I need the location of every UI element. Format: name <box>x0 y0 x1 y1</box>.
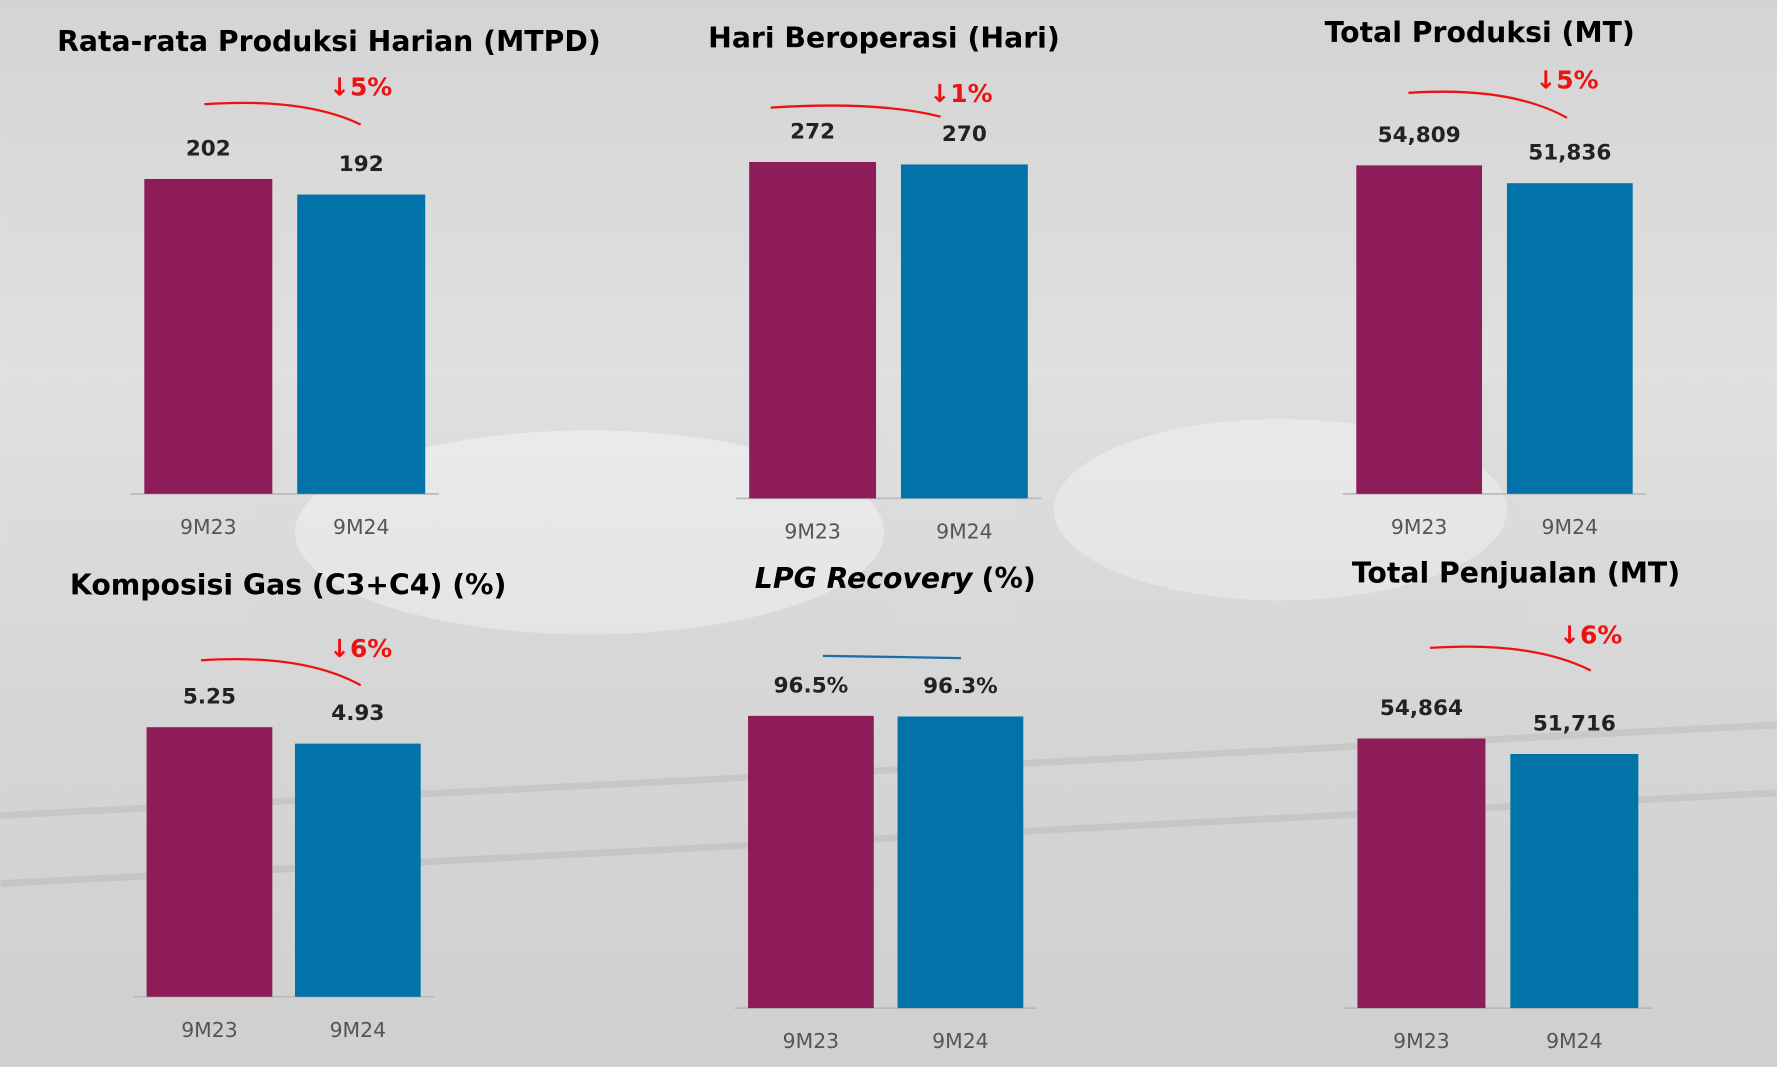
bar <box>297 194 426 494</box>
x-tick-label: 9M23 <box>181 1018 237 1042</box>
chart: Total Produksi (MT) 54,809 9M23 51,836 9M24 ↓… <box>1325 16 1647 539</box>
bar <box>749 161 877 499</box>
value-label: 202 <box>186 137 231 162</box>
bar <box>748 715 874 1009</box>
value-label: 4.93 <box>331 701 384 726</box>
x-tick-label: 9M24 <box>936 519 992 543</box>
chart-title: Total Produksi (MT) <box>1325 16 1635 49</box>
chart-title: Komposisi Gas (C3+C4) (%) <box>70 569 507 602</box>
chart: Hari Beroperasi (Hari) 272 9M23 270 9M24 ↓1% <box>708 22 1060 544</box>
bar <box>1357 738 1486 1009</box>
trend-line <box>1408 90 1568 119</box>
x-tick-label: 9M23 <box>783 1029 839 1053</box>
title-italic: LPG Recovery <box>755 562 974 595</box>
change-label: ↓5% <box>1535 66 1598 95</box>
value-label: 270 <box>942 122 987 147</box>
x-tick-label: 9M24 <box>333 515 389 539</box>
value-label: 192 <box>339 152 384 177</box>
bar <box>146 727 273 997</box>
change-label: ↓6% <box>1559 621 1622 650</box>
change-label: ↓1% <box>929 79 992 108</box>
value-label: 272 <box>790 120 835 145</box>
title-text: (%) <box>982 562 1036 595</box>
x-tick-label: 9M23 <box>1391 515 1447 539</box>
x-tick-label: 9M23 <box>180 515 236 539</box>
value-label: 54,809 <box>1378 123 1461 148</box>
value-label: 96.3% <box>923 674 998 699</box>
chart: Total Penjualan (MT) 54,864 9M23 51,716 9M24… <box>1343 556 1680 1053</box>
x-tick-label: 9M24 <box>932 1029 988 1053</box>
trend-line <box>200 658 362 687</box>
value-label: 51,716 <box>1533 712 1616 737</box>
chart-title: LPG Recovery (%) <box>755 562 1036 595</box>
value-label: 51,836 <box>1528 141 1611 166</box>
value-label: 54,864 <box>1380 696 1463 721</box>
bar <box>1510 753 1639 1009</box>
bar <box>1356 165 1483 494</box>
x-tick-label: 9M23 <box>784 519 840 543</box>
x-tick-label: 9M24 <box>330 1018 386 1042</box>
tank <box>294 430 884 635</box>
chart-title: Total Penjualan (MT) <box>1352 556 1680 589</box>
trend-line <box>204 101 362 126</box>
chart: Rata-rata Produksi Harian (MTPD) 202 9M23 1… <box>57 25 601 539</box>
trend-line <box>1429 645 1592 672</box>
bar <box>897 716 1024 1009</box>
change-label: ↓6% <box>329 634 392 663</box>
bar <box>1506 183 1633 494</box>
bar <box>294 743 421 997</box>
x-tick-label: 9M23 <box>1393 1029 1449 1053</box>
x-tick-label: 9M24 <box>1546 1029 1602 1053</box>
chart-title: Hari Beroperasi (Hari) <box>708 22 1060 55</box>
value-label: 96.5% <box>774 673 849 698</box>
bar <box>900 164 1028 499</box>
chart-title: Rata-rata Produksi Harian (MTPD) <box>57 25 601 58</box>
bar <box>144 178 273 494</box>
chart: LPG Recovery (%) 96.5% 9M23 96.3% 9M24 <box>734 562 1037 1053</box>
chart: Komposisi Gas (C3+C4) (%) 5.25 9M23 4.93 9M2… <box>70 569 507 1042</box>
trend-line <box>770 104 941 118</box>
trend-line <box>822 654 962 660</box>
change-label: ↓5% <box>329 72 392 101</box>
x-tick-label: 9M24 <box>1542 515 1598 539</box>
value-label: 5.25 <box>183 685 236 710</box>
